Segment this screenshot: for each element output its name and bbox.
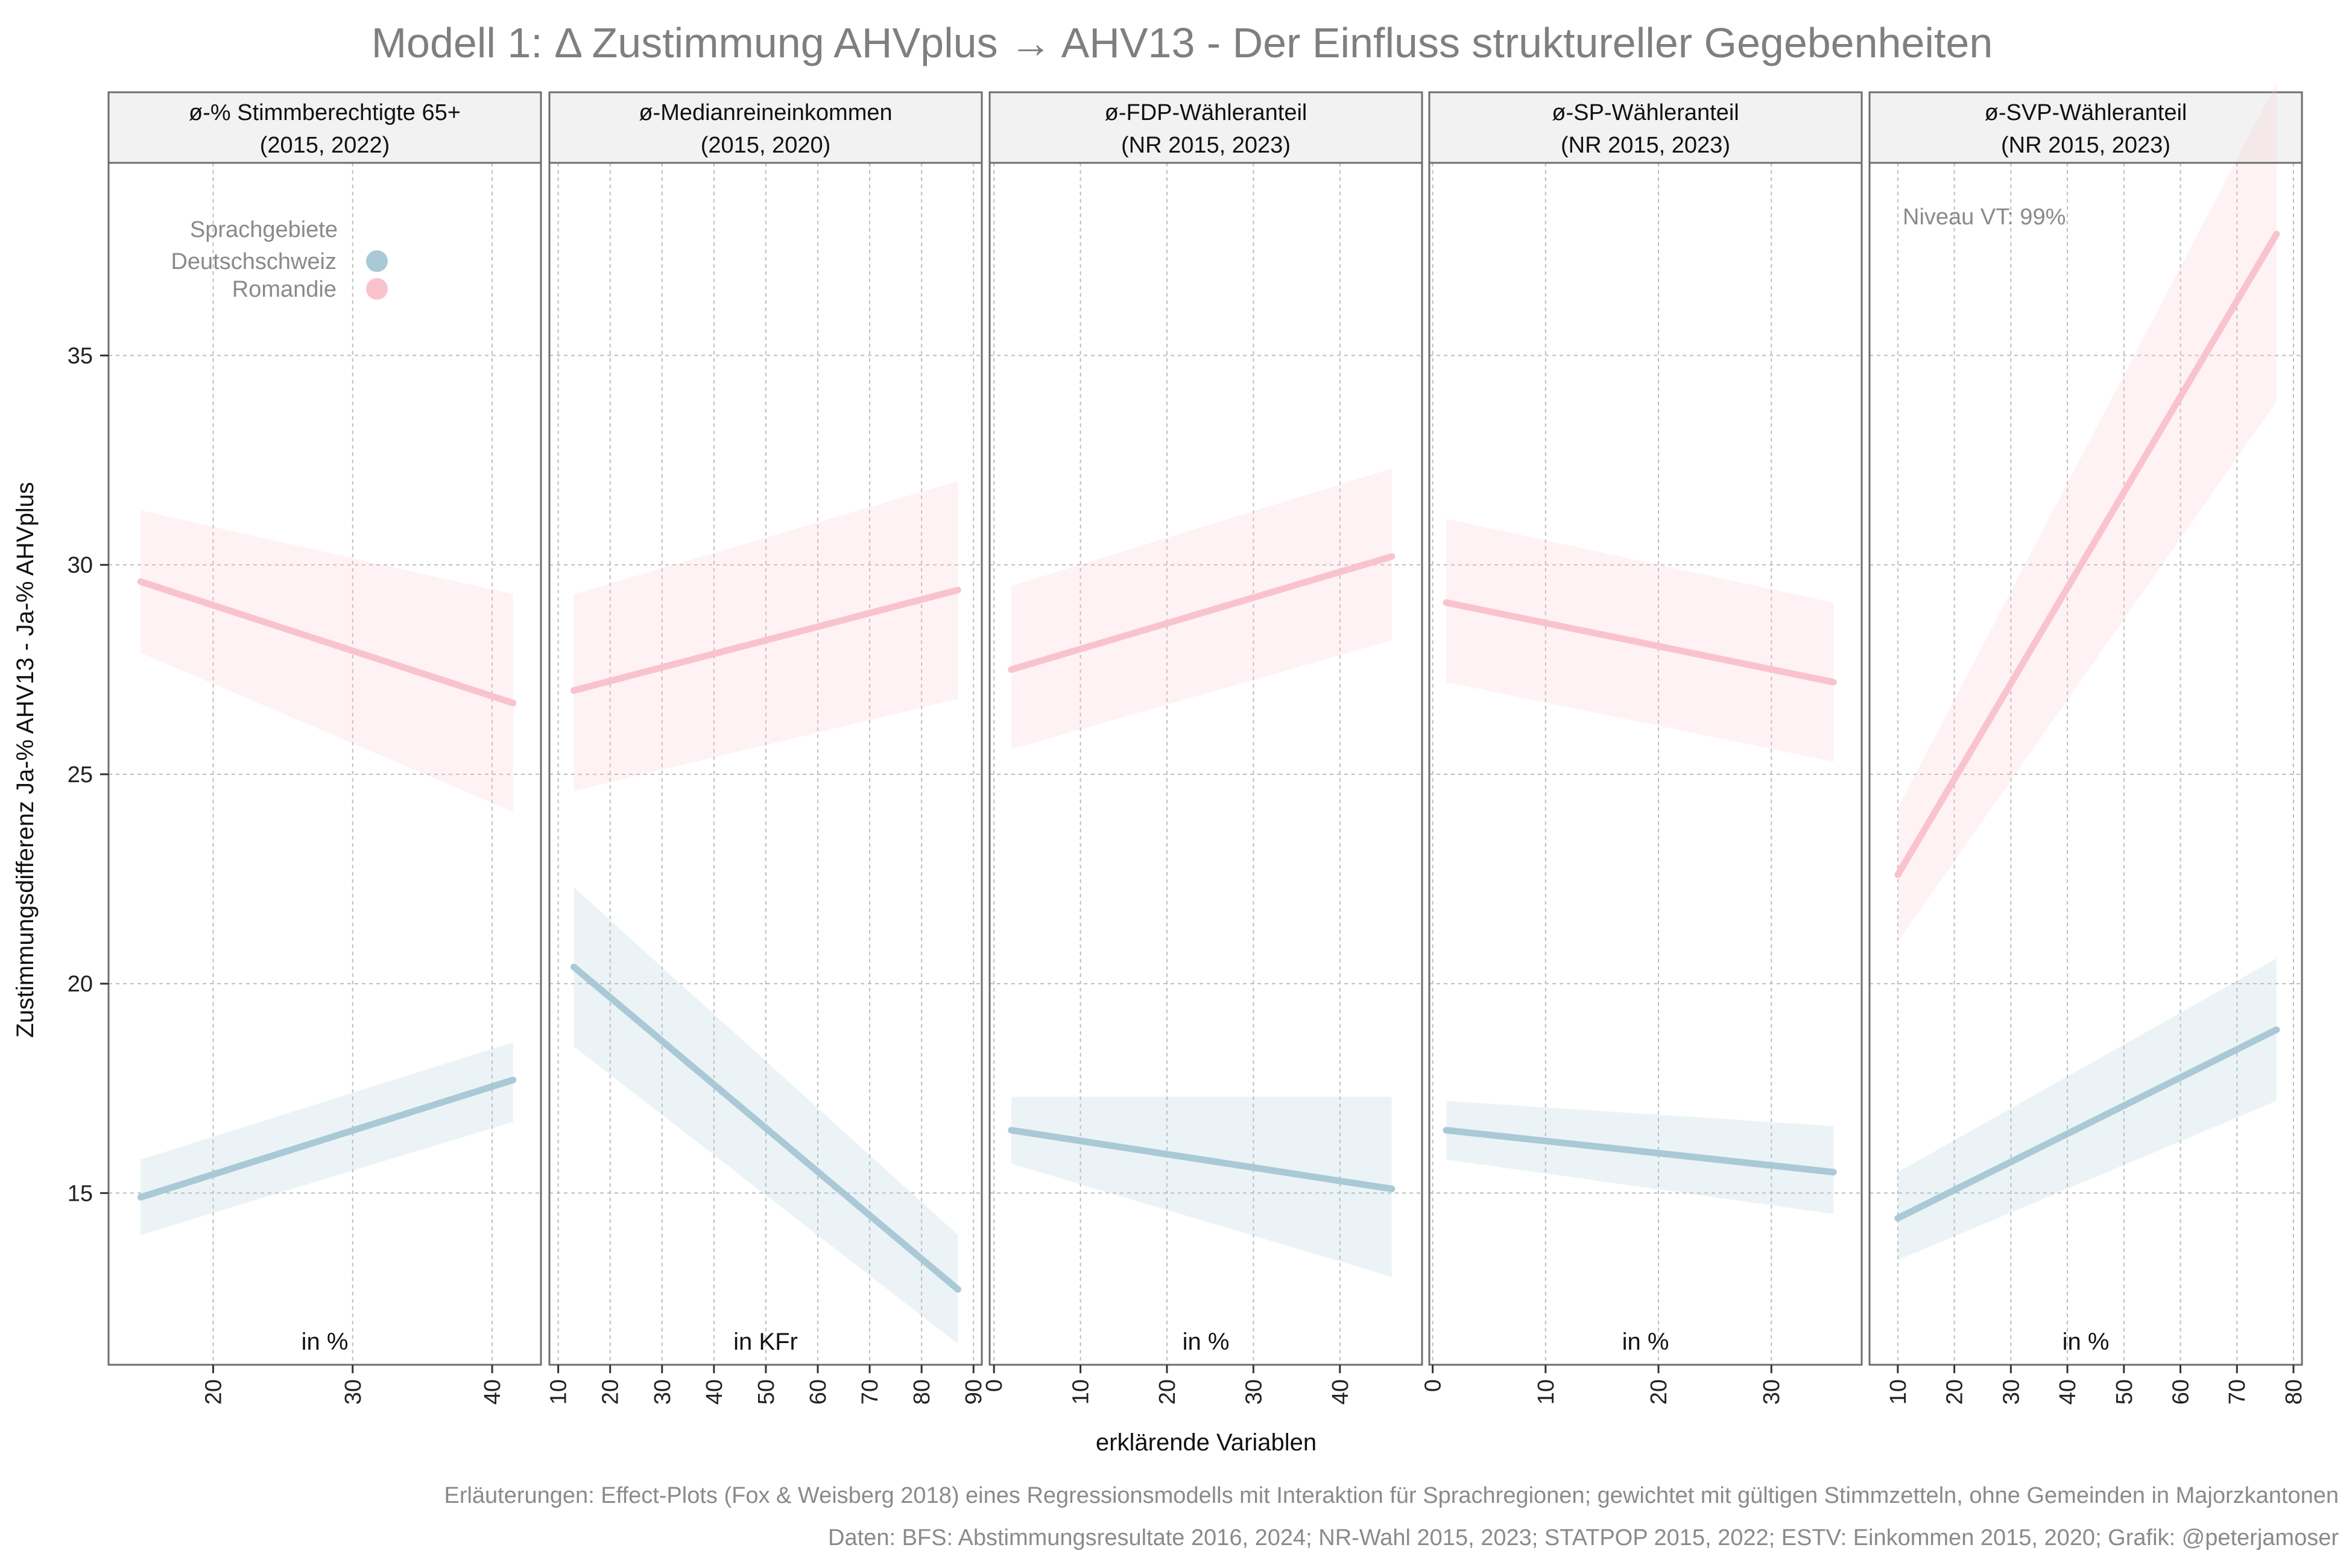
x-tick-label: 10 — [1886, 1379, 1911, 1405]
confidence-band-deutschschweiz — [1897, 958, 2277, 1260]
confidence-level-note: Niveau VT: 99% — [1903, 204, 2066, 230]
panel-strip-label: ø-% Stimmberechtigte 65+ — [189, 100, 461, 125]
x-tick-label: 10 — [1069, 1379, 1094, 1405]
confidence-band-romandie — [1011, 468, 1392, 750]
legend: Sprachgebiete Deutschschweiz Romandie — [171, 217, 388, 302]
x-tick-label: 20 — [1943, 1379, 1968, 1405]
y-tick-label: 15 — [68, 1181, 93, 1206]
effect-line-deutschschweiz — [570, 963, 961, 1293]
confidence-band-romandie — [574, 481, 958, 791]
effect-line-deutschschweiz — [1443, 1127, 1837, 1176]
x-tick-label: 10 — [1534, 1379, 1559, 1405]
panel-unit-label: in % — [1622, 1329, 1669, 1355]
panel-strip-label: ø-SP-Wähleranteil — [1552, 100, 1739, 125]
panel-strip — [1428, 91, 1863, 164]
effect-line-romandie — [137, 578, 517, 707]
x-tick-label: 40 — [2055, 1379, 2081, 1405]
effect-line-deutschschweiz — [1894, 1026, 2280, 1222]
legend-label-romandie: Romandie — [232, 277, 337, 302]
x-axis-title: erklärende Variablen — [1096, 1429, 1317, 1456]
panel-strip-label: ø-Medianreineinkommen — [639, 100, 892, 125]
effect-line-romandie — [1443, 599, 1837, 686]
panel-frame — [1868, 162, 2303, 1366]
panel-strip-label: (NR 2015, 2023) — [2001, 133, 2170, 158]
panel-unit-label: in % — [1183, 1329, 1230, 1355]
x-tick-label: 40 — [1328, 1379, 1353, 1405]
panel-unit-label: in % — [302, 1329, 349, 1355]
legend-label-deutschschweiz: Deutschschweiz — [171, 249, 337, 274]
x-tick-label: 60 — [2168, 1379, 2193, 1405]
panel-1: ø-% Stimmberechtigte 65+ (2015, 2022) in %… — [107, 91, 542, 1405]
x-tick-label: 70 — [2225, 1379, 2250, 1405]
x-tick-label: 20 — [1646, 1379, 1672, 1405]
effect-line-deutschschweiz — [137, 1076, 517, 1201]
x-tick-label: 70 — [858, 1379, 883, 1405]
legend-title: Sprachgebiete — [190, 217, 338, 242]
x-tick-label: 0 — [982, 1379, 1007, 1392]
effect-line-romandie — [1008, 553, 1396, 673]
panel-4: ø-SP-Wähleranteil (NR 2015, 2023) in % 0 10 2… — [1421, 91, 1863, 1405]
legend-key-romandie — [366, 278, 388, 300]
x-tick-label: 30 — [1759, 1379, 1785, 1405]
panel-strip-label: (NR 2015, 2023) — [1121, 133, 1291, 158]
confidence-band-deutschschweiz — [1446, 1101, 1834, 1215]
x-tick-label: 80 — [909, 1379, 935, 1405]
panels: ø-% Stimmberechtigte 65+ (2015, 2022) in %… — [68, 83, 2307, 1405]
panel-strip-label: ø-SVP-Wähleranteil — [1985, 100, 2187, 125]
chart-title: Modell 1: Δ Zustimmung AHVplus → AHV13 -… — [371, 19, 1993, 66]
x-tick-label: 60 — [806, 1379, 831, 1405]
x-tick-label: 20 — [1155, 1379, 1180, 1405]
x-tick-label: 20 — [201, 1379, 226, 1405]
panel-frame — [988, 162, 1423, 1366]
x-tick-label: 30 — [341, 1379, 366, 1405]
x-tick-label: 80 — [2281, 1379, 2307, 1405]
effect-line-romandie — [570, 586, 961, 694]
confidence-band-deutschschweiz — [574, 887, 958, 1344]
panel-unit-label: in KFr — [733, 1329, 798, 1355]
panel-2: ø-Medianreineinkommen (2015, 2020) in KFr 1… — [546, 91, 987, 1405]
caption-sources: Daten: BFS: Abstimmungsresultate 2016, 2… — [828, 1525, 2339, 1551]
x-tick-label: 30 — [1241, 1379, 1266, 1405]
panel-unit-label: in % — [2063, 1329, 2110, 1355]
y-tick-label: 20 — [68, 972, 93, 997]
y-tick-label: 35 — [68, 343, 93, 368]
panel-strip — [107, 91, 542, 164]
x-tick-label: 50 — [2112, 1379, 2137, 1405]
caption-explanation: Erläuterungen: Effect-Plots (Fox & Weisb… — [444, 1483, 2339, 1508]
confidence-band-romandie — [1897, 83, 2277, 942]
panel-3: ø-FDP-Wähleranteil (NR 2015, 2023) in % 0 10… — [982, 91, 1423, 1405]
panel-strip-label: ø-FDP-Wähleranteil — [1105, 100, 1307, 125]
y-tick-label: 25 — [68, 762, 93, 788]
y-axis-title: Zustimmungsdifferenz Ja-% AHV13 - Ja-% A… — [12, 482, 39, 1038]
legend-key-deutschschweiz — [366, 250, 388, 272]
y-tick-label: 30 — [68, 553, 93, 578]
x-tick-label: 40 — [480, 1379, 505, 1405]
x-tick-label: 90 — [961, 1379, 987, 1405]
panel-strip-label: (NR 2015, 2023) — [1561, 133, 1730, 158]
confidence-band-deutschschweiz — [1011, 1096, 1392, 1277]
effect-line-romandie — [1894, 230, 2280, 879]
x-tick-label: 50 — [754, 1379, 779, 1405]
panel-frame — [1428, 162, 1863, 1366]
x-tick-label: 0 — [1421, 1379, 1446, 1392]
effect-line-deutschschweiz — [1008, 1127, 1396, 1192]
panel-strip — [548, 91, 983, 164]
x-tick-label: 40 — [702, 1379, 727, 1405]
panel-strip-label: (2015, 2022) — [260, 133, 390, 158]
x-tick-label: 30 — [1999, 1379, 2024, 1405]
x-tick-label: 20 — [598, 1379, 624, 1405]
x-tick-label: 10 — [546, 1379, 572, 1405]
panel-5: ø-SVP-Wähleranteil (NR 2015, 2023) in % 10 2… — [1868, 83, 2307, 1405]
panel-frame — [107, 162, 542, 1366]
confidence-band-romandie — [141, 510, 513, 812]
panel-strip-label: (2015, 2020) — [701, 133, 831, 158]
panel-strip — [988, 91, 1423, 164]
x-tick-label: 30 — [650, 1379, 675, 1405]
